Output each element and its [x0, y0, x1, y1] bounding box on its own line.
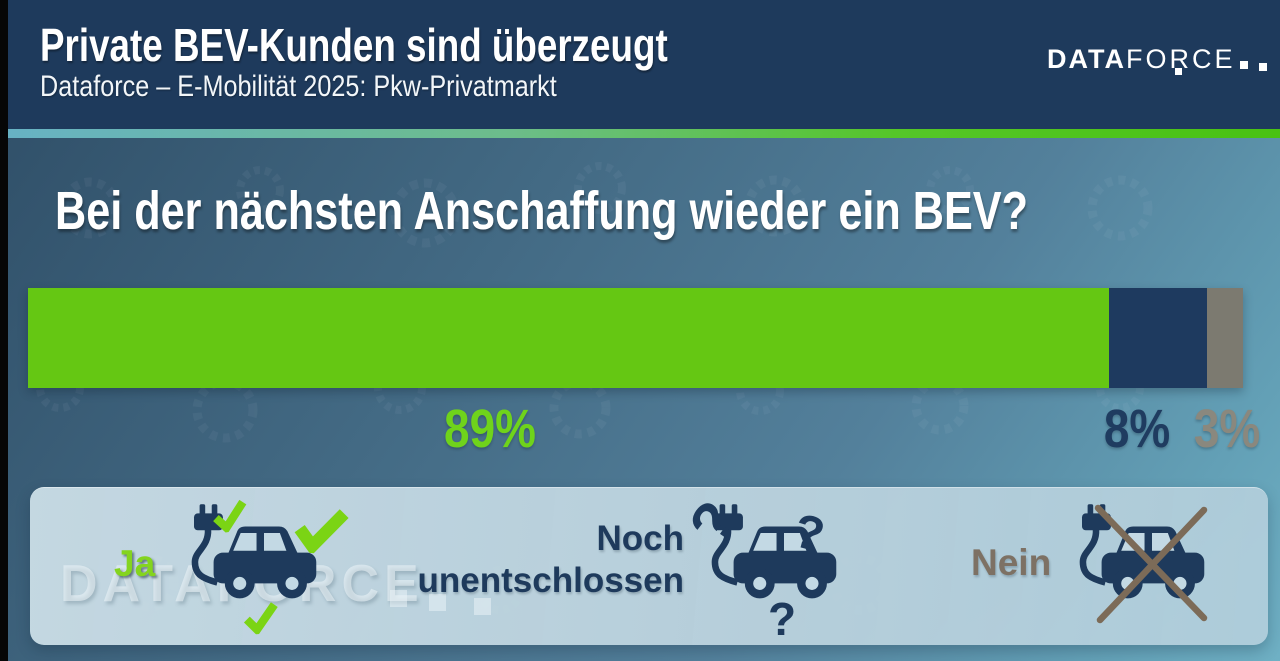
checkmark-icon	[210, 498, 249, 534]
bar-value-labels: 89% 8% 3%	[28, 398, 1261, 459]
logo-square-icon	[1240, 61, 1249, 69]
dataforce-logo: DATAFORCE	[1047, 44, 1280, 75]
legend-panel: DATAFORCE Ja Noch unentschlossen ? ? ? N…	[30, 487, 1268, 645]
header-separator	[0, 129, 1280, 138]
bar-segment-undecided	[1109, 288, 1207, 388]
logo-square-icon	[1259, 63, 1268, 71]
question-mark-icon: ?	[676, 489, 751, 556]
watermark-square-icon	[389, 590, 407, 607]
bar-segment-ja	[28, 288, 1110, 388]
header: Private BEV-Kunden sind überzeugt Datafo…	[0, 0, 1280, 129]
value-label-nein: 3%	[1194, 399, 1261, 459]
logo-square-icon	[1175, 68, 1182, 75]
question-mark-icon: ?	[768, 593, 797, 645]
survey-stacked-bar	[28, 288, 1243, 388]
slide-subtitle: Dataforce – E-Mobilität 2025: Pkw-Privat…	[40, 70, 557, 103]
watermark-text-bold: DATA	[60, 555, 217, 613]
checkmark-icon	[242, 601, 280, 635]
logo-text-bold: DATA	[1047, 44, 1126, 74]
legend-label-ja: Ja	[114, 543, 156, 584]
legend-label-nein: Nein	[971, 542, 1052, 583]
slide-title: Private BEV-Kunden sind überzeugt	[40, 19, 668, 71]
question-heading: Bei der nächsten Anschaffung wieder ein …	[55, 181, 1028, 241]
watermark-square-icon	[428, 594, 446, 611]
checkmark-icon	[292, 503, 351, 556]
content-area: Bei der nächsten Anschaffung wieder ein …	[0, 138, 1280, 661]
legend-label-undecided: Noch unentschlossen	[417, 519, 684, 600]
watermark-square-icon	[473, 598, 491, 615]
left-edge-strip	[0, 0, 8, 661]
cross-out-icon	[1094, 504, 1208, 624]
value-label-undecided: 8%	[1104, 399, 1171, 459]
bar-segment-nein	[1206, 288, 1243, 388]
value-label-ja: 89%	[443, 399, 536, 459]
survey-bar-wrap: 89% 8% 3%	[28, 288, 1261, 463]
